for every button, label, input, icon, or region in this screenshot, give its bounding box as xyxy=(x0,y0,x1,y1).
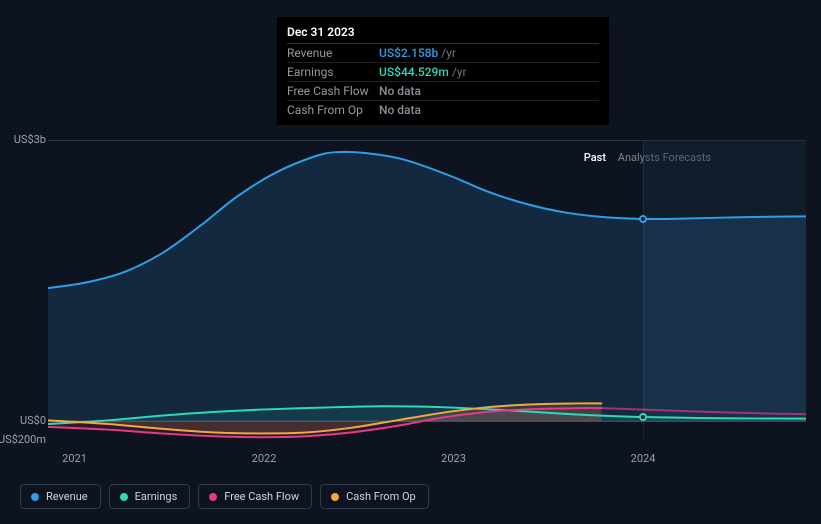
tooltip-row-value: US$44.529m xyxy=(379,65,449,79)
legend-item[interactable]: Revenue xyxy=(20,484,101,509)
tooltip-row-value: US$2.158b xyxy=(379,46,438,60)
tooltip-row-label: Free Cash Flow xyxy=(287,84,379,98)
legend-item[interactable]: Cash From Op xyxy=(320,484,429,509)
tooltip-row-suffix: /yr xyxy=(452,65,467,79)
legend-label: Revenue xyxy=(46,490,88,503)
legend-dot-icon xyxy=(120,493,128,501)
legend-item[interactable]: Earnings xyxy=(109,484,191,509)
legend-dot-icon xyxy=(31,493,39,501)
past-forecast-divider xyxy=(643,140,644,440)
tooltip-date: Dec 31 2023 xyxy=(287,25,599,44)
tooltip-row: Free Cash FlowNo data xyxy=(287,82,599,101)
legend-label: Free Cash Flow xyxy=(224,490,299,503)
tooltip-row: EarningsUS$44.529m/yr xyxy=(287,63,599,82)
tooltip-row-value: No data xyxy=(379,84,421,98)
legend-item[interactable]: Free Cash Flow xyxy=(198,484,312,509)
tooltip-row-label: Earnings xyxy=(287,65,379,79)
tooltip-row: Cash From OpNo data xyxy=(287,101,599,119)
y-axis-label: US$3b xyxy=(14,133,46,146)
tooltip-row-label: Revenue xyxy=(287,46,379,60)
x-axis-label: 2023 xyxy=(441,452,466,465)
legend-label: Cash From Op xyxy=(346,490,416,503)
plot-area xyxy=(48,140,806,440)
chart-legend: Revenue Earnings Free Cash Flow Cash From O… xyxy=(20,484,429,509)
tooltip-row: RevenueUS$2.158b/yr xyxy=(287,44,599,63)
y-axis-label: US$0 xyxy=(20,414,46,427)
legend-label: Earnings xyxy=(135,490,178,503)
x-axis-label: 2024 xyxy=(631,452,656,465)
tooltip-row-value: No data xyxy=(379,103,421,117)
y-axis-label: -US$200m xyxy=(0,433,46,446)
tooltip-row-label: Cash From Op xyxy=(287,103,379,117)
tooltip-row-suffix: /yr xyxy=(441,46,456,60)
legend-dot-icon xyxy=(209,493,217,501)
chart-tooltip: Dec 31 2023 RevenueUS$2.158b/yrEarningsU… xyxy=(277,17,609,125)
x-axis-label: 2021 xyxy=(62,452,87,465)
legend-dot-icon xyxy=(331,493,339,501)
line-chart: Past Analysts Forecasts US$3bUS$0-US$200… xyxy=(16,118,806,448)
x-axis-label: 2022 xyxy=(252,452,277,465)
